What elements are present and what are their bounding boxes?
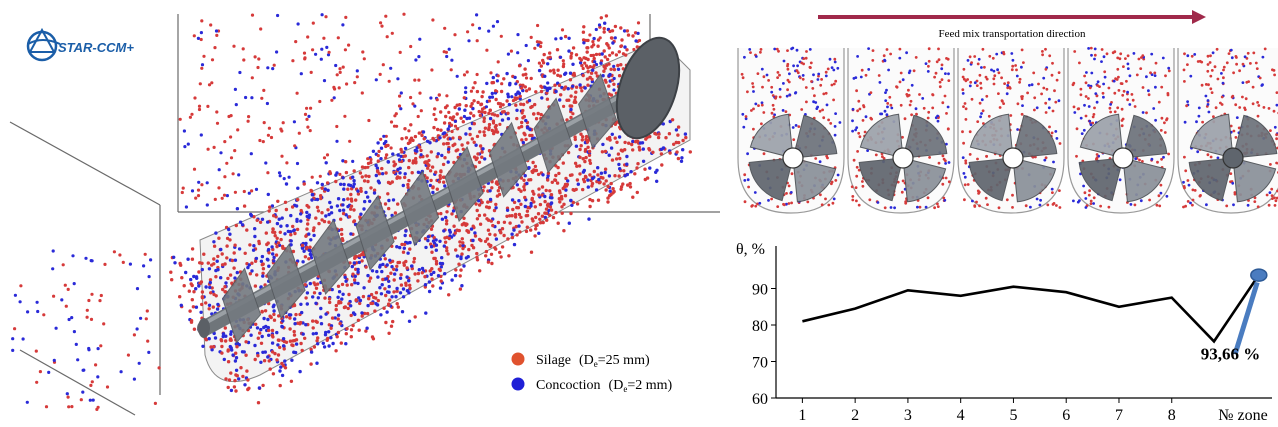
star-ccm-logo: STAR-CCM+ <box>28 30 134 60</box>
zone-cross-section <box>958 48 1064 213</box>
legend-concoction-label: Concoction (De=2 mm) <box>536 378 673 394</box>
transport-direction-arrow <box>818 10 1206 24</box>
chart-svg: θ, % 60 70 80 90 1 2 3 4 5 6 7 8 № zone 93,66 % <box>732 232 1278 427</box>
legend-concoction-marker <box>512 378 525 391</box>
x-tick-label: 8 <box>1168 407 1176 424</box>
y-tick-label: 60 <box>752 391 768 408</box>
logo-text: STAR-CCM+ <box>58 40 134 55</box>
zone-cross-section <box>848 47 954 213</box>
mixing-uniformity-chart: θ, % 60 70 80 90 1 2 3 4 5 6 7 8 № zone 93,66 % <box>732 232 1278 427</box>
x-tick-label: 7 <box>1115 407 1123 424</box>
x-tick-label: 5 <box>1009 407 1017 424</box>
simulation-panel: STAR-CCM+ Silage (De=25 mm) Concoction (De… <box>0 0 720 427</box>
simulation-render: STAR-CCM+ Silage (De=25 mm) Concoction (De… <box>0 0 720 427</box>
y-tick-label: 70 <box>752 355 768 372</box>
zone-cross-section <box>1178 48 1278 214</box>
particle-legend: Silage (De=25 mm) Concoction (De=2 mm) <box>512 353 673 395</box>
max-value-annotation: 93,66 % <box>1201 345 1261 364</box>
x-tick-label: 6 <box>1062 407 1070 424</box>
x-tick-label: 2 <box>851 407 859 424</box>
uniformity-line <box>802 279 1256 342</box>
zone-cross-section <box>1068 47 1174 213</box>
zones-cross-section-strip: Feed mix transportation direction <box>732 8 1278 218</box>
max-point-marker <box>1251 269 1267 281</box>
y-tick-label: 90 <box>752 282 768 299</box>
legend-silage-marker <box>512 353 525 366</box>
x-axis-label: № zone <box>1218 407 1267 424</box>
zone-cross-section <box>738 47 844 213</box>
x-tick-label: 4 <box>957 407 965 424</box>
y-tick-label: 80 <box>752 318 768 335</box>
zones-render: Feed mix transportation direction <box>732 8 1278 218</box>
legend-silage-label: Silage (De=25 mm) <box>536 353 650 369</box>
x-tick-label: 1 <box>798 407 806 424</box>
y-axis-label: θ, % <box>736 241 765 258</box>
x-tick-label: 3 <box>904 407 912 424</box>
direction-label: Feed mix transportation direction <box>939 28 1086 40</box>
